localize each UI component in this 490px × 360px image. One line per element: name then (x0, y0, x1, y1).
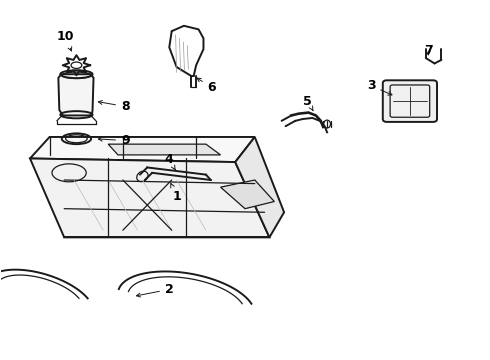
Polygon shape (58, 74, 94, 116)
Text: 2: 2 (136, 283, 173, 297)
Text: 3: 3 (367, 79, 392, 95)
Text: 8: 8 (98, 100, 129, 113)
Polygon shape (30, 137, 255, 162)
Text: 1: 1 (171, 184, 181, 203)
Text: 5: 5 (303, 95, 313, 111)
Text: 6: 6 (197, 78, 216, 94)
Polygon shape (108, 144, 220, 155)
Text: 9: 9 (98, 134, 129, 147)
Text: 4: 4 (165, 153, 175, 170)
Polygon shape (235, 137, 284, 237)
Text: 7: 7 (424, 44, 433, 57)
Text: 10: 10 (56, 30, 74, 51)
Polygon shape (30, 158, 270, 237)
FancyBboxPatch shape (383, 80, 437, 122)
Polygon shape (220, 180, 274, 209)
